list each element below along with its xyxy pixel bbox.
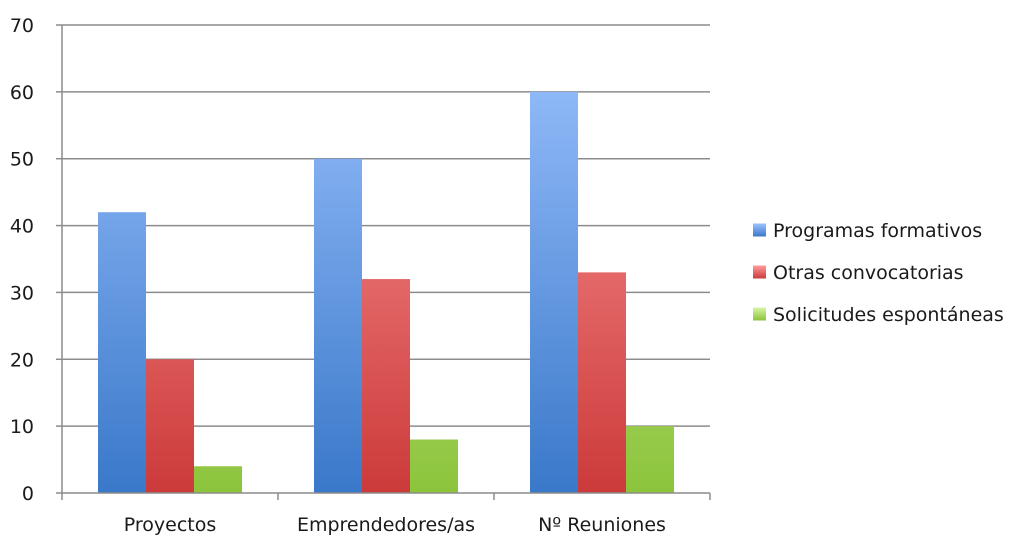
x-category-label: Nº Reuniones (538, 514, 666, 536)
x-category-label: Emprendedores/as (297, 514, 475, 536)
bar-proyectos-programas-formativos (98, 212, 146, 493)
y-tick-label: 10 (10, 416, 34, 438)
bar-n-reuniones-solicitudes-espont-neas (626, 426, 674, 493)
y-tick-label: 0 (22, 483, 34, 505)
bar-n-reuniones-otras-convocatorias (578, 272, 626, 493)
y-tick-label: 70 (10, 15, 34, 37)
bar-proyectos-otras-convocatorias (146, 359, 194, 493)
bar-emprendedores-as-solicitudes-espont-neas (410, 440, 458, 493)
legend-label: Solicitudes espontáneas (773, 304, 1004, 326)
bar-emprendedores-as-otras-convocatorias (362, 279, 410, 493)
legend-swatch (753, 308, 766, 321)
y-tick-label: 40 (10, 216, 34, 238)
y-tick-label: 30 (10, 282, 34, 304)
legend-swatch (753, 224, 766, 237)
bar-n-reuniones-programas-formativos (530, 92, 578, 493)
legend-label: Otras convocatorias (773, 262, 964, 284)
legend: Programas formativos Otras convocatorias S… (753, 220, 1004, 326)
y-tick-label: 50 (10, 149, 34, 171)
legend-swatch (753, 266, 766, 279)
bar-emprendedores-as-programas-formativos (314, 159, 362, 493)
bar-proyectos-solicitudes-espont-neas (194, 466, 242, 493)
x-category-label: Proyectos (124, 514, 217, 536)
y-tick-label: 20 (10, 349, 34, 371)
y-tick-label: 60 (10, 82, 34, 104)
legend-label: Programas formativos (773, 220, 982, 242)
